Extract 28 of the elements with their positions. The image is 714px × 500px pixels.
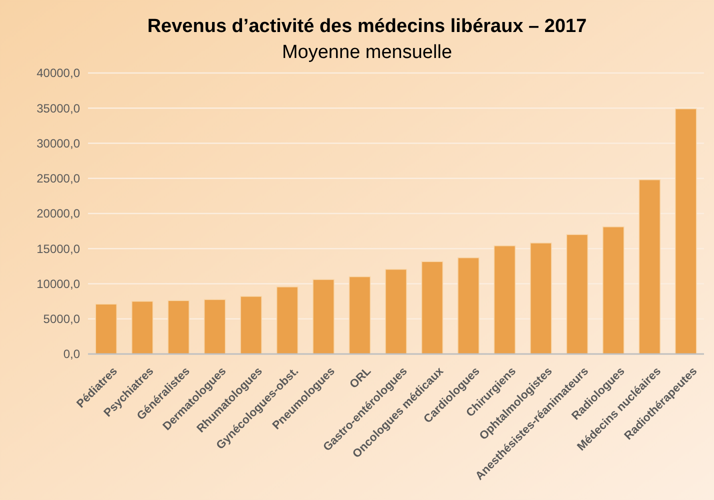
y-tick-label: 40000,0 bbox=[36, 66, 80, 80]
bar bbox=[674, 108, 697, 354]
y-tick-label: 10000,0 bbox=[36, 276, 80, 291]
bar bbox=[530, 242, 552, 354]
bar bbox=[385, 268, 407, 354]
y-tick-label: 15000,0 bbox=[36, 242, 80, 256]
y-tick-label: 35000,0 bbox=[36, 101, 80, 116]
bar bbox=[602, 226, 624, 354]
bar bbox=[638, 179, 661, 354]
bar bbox=[168, 300, 190, 354]
bar bbox=[312, 279, 334, 354]
y-tick-label: 5000,0 bbox=[43, 312, 80, 326]
chart-subtitle: Moyenne mensuelle bbox=[282, 42, 452, 63]
bar bbox=[95, 304, 118, 354]
bar bbox=[494, 245, 516, 354]
bar bbox=[131, 300, 154, 354]
bar bbox=[458, 257, 480, 354]
chart-title: Revenus d’activité des médecins libéraux – 2017 bbox=[147, 16, 587, 37]
bar bbox=[204, 299, 226, 354]
y-tick-label: 25000,0 bbox=[36, 172, 80, 186]
bar bbox=[566, 234, 588, 354]
bar bbox=[348, 276, 371, 354]
bar bbox=[421, 261, 444, 354]
bar bbox=[240, 296, 262, 354]
y-tick-label: 20000,0 bbox=[36, 206, 80, 221]
y-tick-label: 0,0 bbox=[63, 347, 80, 362]
bar bbox=[276, 286, 298, 354]
y-tick-label: 30000,0 bbox=[36, 136, 80, 150]
